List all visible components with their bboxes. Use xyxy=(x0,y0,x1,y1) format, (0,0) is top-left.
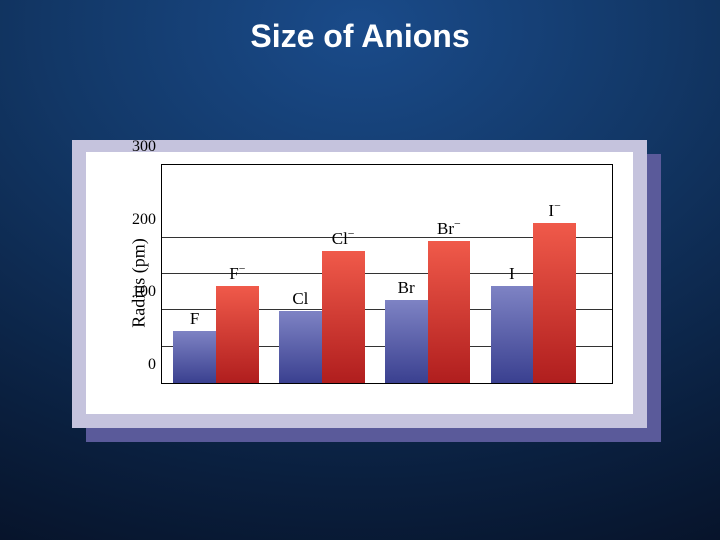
bar-anion: Br− xyxy=(428,241,471,383)
y-tick-label: 200 xyxy=(132,211,156,229)
bar-neutral: Br xyxy=(385,300,428,383)
bar-anion: I− xyxy=(533,223,576,383)
bar-label-neutral: F xyxy=(190,309,199,329)
bar-label-anion: Br− xyxy=(437,219,461,239)
bar-label-anion: Cl− xyxy=(332,229,355,249)
bar-neutral: Cl xyxy=(279,311,322,383)
bar-label-neutral: Br xyxy=(398,278,415,298)
slide: Size of Anions Radius (pm) 0100200300FF−… xyxy=(0,0,720,540)
plot-area: 0100200300FF−ClCl−BrBr−II− xyxy=(161,164,613,384)
bar-neutral: F xyxy=(173,331,216,383)
bar-label-anion: F− xyxy=(229,264,245,284)
bar-neutral: I xyxy=(491,286,534,383)
bar-anion: F− xyxy=(216,286,259,383)
figure-outer-panel: Radius (pm) 0100200300FF−ClCl−BrBr−II− xyxy=(72,140,647,428)
bar-anion: Cl− xyxy=(322,251,365,383)
chart-figure: Radius (pm) 0100200300FF−ClCl−BrBr−II− xyxy=(72,140,647,428)
y-tick-label: 300 xyxy=(132,138,156,156)
y-tick-label: 0 xyxy=(148,356,156,374)
figure-inner-panel: Radius (pm) 0100200300FF−ClCl−BrBr−II− xyxy=(86,152,633,414)
bar-label-anion: I− xyxy=(548,201,560,221)
slide-title: Size of Anions xyxy=(0,18,720,55)
y-tick-label: 100 xyxy=(132,283,156,301)
bar-label-neutral: Cl xyxy=(292,289,308,309)
bar-label-neutral: I xyxy=(509,264,515,284)
